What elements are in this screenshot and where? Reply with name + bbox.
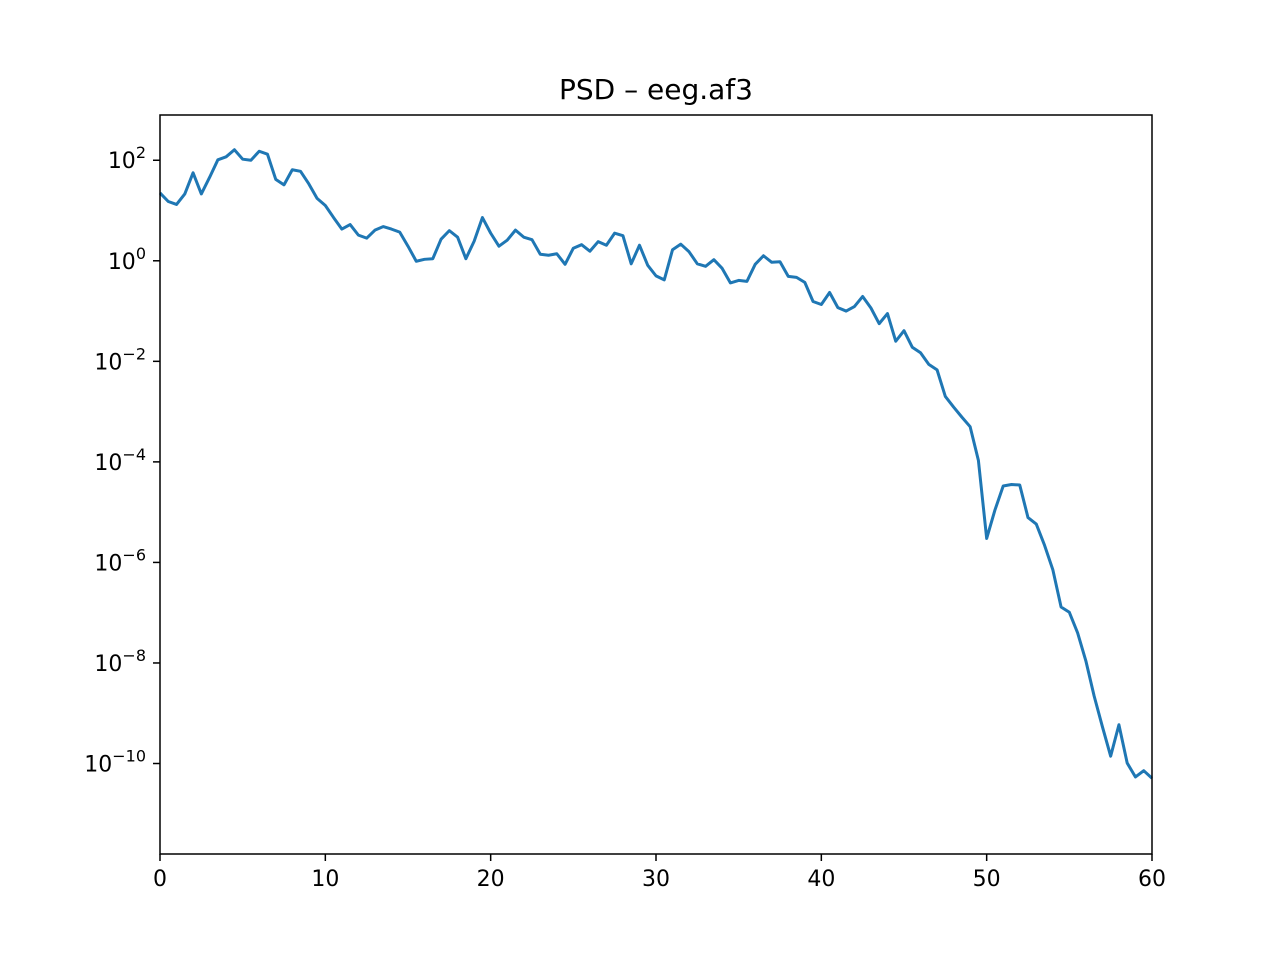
- x-axis: 0 10 20 30 40 50 60: [153, 854, 1166, 892]
- y-axis: 102 100 10−2 10−4 10−6 10−8 10−10: [84, 143, 160, 778]
- x-tick-label: 0: [153, 867, 167, 892]
- y-tick-label: 10−2: [94, 344, 146, 375]
- x-tick-label: 30: [642, 867, 670, 892]
- x-tick-label: 40: [807, 867, 835, 892]
- y-tick-label: 10−8: [94, 646, 146, 677]
- x-tick-label: 20: [477, 867, 505, 892]
- y-tick-label: 100: [108, 244, 146, 275]
- y-tick-label: 102: [108, 143, 146, 174]
- x-tick-label: 50: [973, 867, 1001, 892]
- x-tick-label: 10: [311, 867, 339, 892]
- y-tick-label: 10−10: [84, 747, 146, 778]
- plot-area: [158, 148, 1154, 780]
- psd-series-line: [158, 148, 1154, 780]
- chart-title: PSD – eeg.af3: [559, 73, 753, 106]
- x-tick-label: 60: [1138, 867, 1166, 892]
- y-tick-label: 10−4: [94, 445, 146, 476]
- y-tick-label: 10−6: [94, 545, 146, 576]
